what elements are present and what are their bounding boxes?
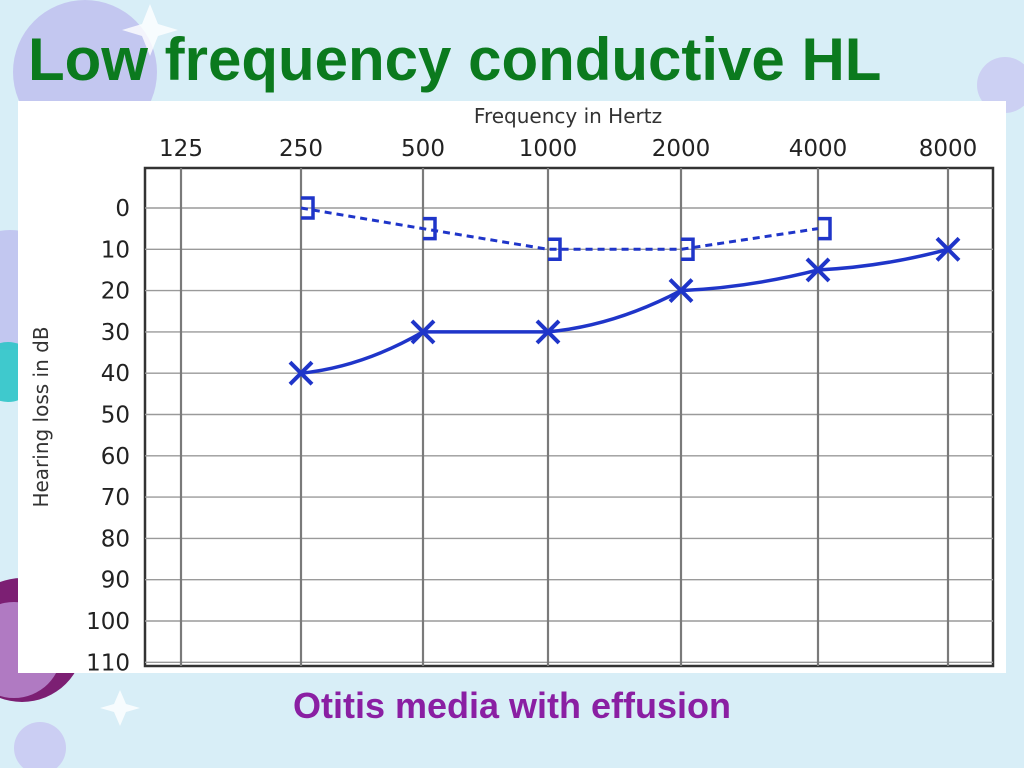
decorative-bubble (977, 57, 1024, 113)
x-tick-label: 500 (401, 136, 445, 162)
x-axis-title: Frequency in Hertz (474, 104, 662, 128)
bracket-marker (301, 196, 315, 220)
x-tick-label: 125 (159, 136, 203, 162)
bracket-marker (548, 237, 562, 262)
decorative-sparkle (100, 690, 140, 726)
bracket-marker (423, 216, 437, 241)
y-tick-label: 50 (101, 403, 130, 429)
decorative-bubble (14, 722, 66, 768)
x-tick-label: 8000 (919, 136, 978, 162)
y-tick-label: 90 (101, 568, 130, 594)
bracket-marker (818, 216, 832, 241)
audiogram-panel: Frequency in Hertz 125 250 500 1000 2000 4000 8… (18, 101, 1006, 673)
plot-frame (143, 166, 995, 668)
y-tick-label: 10 (101, 237, 130, 263)
y-tick-label: 20 (101, 279, 130, 305)
y-tick-label: 40 (101, 361, 130, 387)
x-marker (668, 278, 694, 304)
x-marker (535, 319, 561, 345)
x-marker (805, 257, 831, 283)
bracket-marker (681, 237, 695, 262)
slide-caption: Otitis media with effusion (292, 685, 732, 726)
y-tick-label: 60 (101, 444, 130, 470)
slide-title: Low frequency conductive HL (28, 26, 882, 93)
decorative-sparkle (122, 4, 178, 56)
y-tick-label: 70 (101, 485, 130, 511)
x-marker (935, 236, 961, 262)
x-marker (288, 360, 314, 386)
x-marker (410, 319, 436, 345)
y-axis-title: Hearing loss in dB (29, 326, 53, 507)
y-tick-label: 100 (86, 609, 130, 635)
y-tick-label: 110 (86, 650, 130, 673)
x-tick-label: 2000 (652, 136, 711, 162)
y-tick-label: 0 (115, 196, 130, 222)
y-tick-label: 30 (101, 320, 130, 346)
x-tick-label: 250 (279, 136, 323, 162)
y-tick-label: 80 (101, 526, 130, 552)
series-line-solid (300, 247, 949, 375)
x-tick-label: 4000 (789, 136, 848, 162)
x-tick-label: 1000 (519, 136, 578, 162)
